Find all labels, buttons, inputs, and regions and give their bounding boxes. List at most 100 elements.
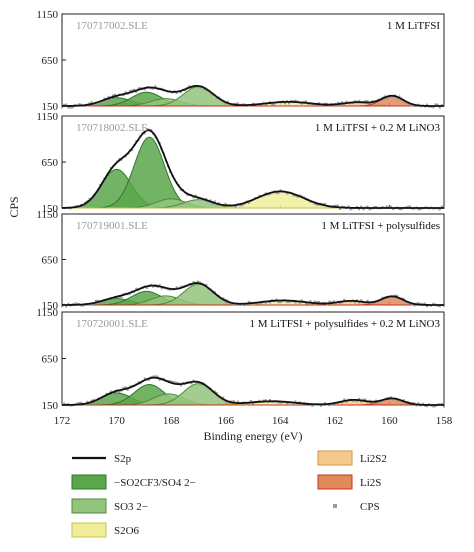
cps-point [383,95,386,98]
cps-point [421,402,424,405]
cps-point [368,102,371,105]
cps-point [279,189,282,192]
cps-point [209,199,212,202]
cps-point [349,208,352,211]
panel-file-name: 170718002.SLE [76,122,148,134]
cps-point [324,102,327,105]
cps-point [396,294,399,297]
cps-point [385,97,388,100]
panel-sample-label: 1 M LiTFSI + polysulfides + 0.2 M LiNO3 [249,318,440,330]
cps-point [237,102,240,105]
s2p-envelope [62,282,444,306]
cps-point [345,100,348,103]
cps-point [145,286,148,289]
cps-point [198,86,201,89]
cps-point [292,402,295,405]
cps-point [97,102,100,105]
y-tick-label: 650 [42,55,59,67]
cps-point [90,303,93,306]
cps-point [158,378,161,381]
cps-point [184,89,187,92]
cps-point [324,202,327,205]
cps-point [313,104,316,107]
cps-point [413,304,416,307]
cps-point [362,398,365,401]
cps-point [237,400,240,403]
cps-point [411,104,414,107]
cps-point [139,86,142,89]
cps-point [307,404,310,407]
cps-point [307,302,310,305]
cps-point [332,104,335,107]
x-axis: 172 170 168 166 164 162 160 158 [54,415,453,427]
panel-file-name: 170719001.SLE [76,220,148,232]
cps-point [120,296,123,299]
cps-point [135,287,138,290]
cps-point [294,301,297,304]
cps-point [143,88,146,91]
cps-point [279,300,282,303]
cps-point [277,401,280,404]
y-tick-label: 150 [42,203,59,215]
cps-point [288,301,291,304]
cps-point [438,305,441,308]
cps-point [423,302,426,305]
cps-point [353,301,356,304]
cps-point [154,85,157,88]
cps-point [366,401,369,404]
cps-point [203,88,206,91]
cps-point [355,400,358,403]
cps-point [285,192,288,195]
cps-point [438,208,441,211]
legend-label: S2p [114,453,132,465]
cps-point [67,302,70,305]
cps-point [432,302,435,305]
cps-point [143,132,146,135]
cps-point [362,208,365,211]
x-tick-label: 160 [381,415,398,427]
cps-point [247,300,250,303]
panel-sample-label: 1 M LiTFSI + polysulfides [321,220,440,232]
cps-point [86,400,89,403]
cps-point [385,205,388,208]
cps-point [294,194,297,197]
cps-point [315,301,318,304]
cps-point [258,194,261,197]
cps-point [353,100,356,103]
cps-point [65,103,68,106]
cps-point [319,104,322,107]
legend-label: Li2S [360,477,381,489]
cps-point [326,303,329,306]
cps-point [107,298,110,301]
cps-point [101,300,104,303]
cps-point [152,375,155,378]
x-tick-label: 170 [108,415,125,427]
cps-point [173,381,176,384]
panel-4: 150 650 1150 170720001.SLE 1 M LiTFSI + poly… [36,307,445,412]
cps-point [245,105,248,108]
cps-point [317,300,320,303]
legend-item-s2o6: S2O6 [71,522,140,538]
cps-point [319,404,322,407]
cps-point [409,205,412,208]
cps-point [343,398,346,401]
cps-point [398,208,401,211]
cps-point [366,100,369,103]
cps-point [171,380,174,383]
legend-item-s2p: S2p [72,453,132,465]
cps-point [222,396,225,399]
cps-point [88,402,91,405]
cps-point [296,403,299,406]
x-tick-label: 172 [54,415,71,427]
cps-point [370,401,373,404]
cps-point [247,201,250,204]
cps-point [277,301,280,304]
cps-point [341,101,344,104]
y-tick-label: 1150 [36,307,58,319]
cps-point [277,191,280,194]
cps-point [137,381,140,384]
cps-point [305,100,308,103]
legend-label: Li2S2 [360,453,387,465]
cps-point [75,302,78,305]
cps-point [82,304,85,307]
